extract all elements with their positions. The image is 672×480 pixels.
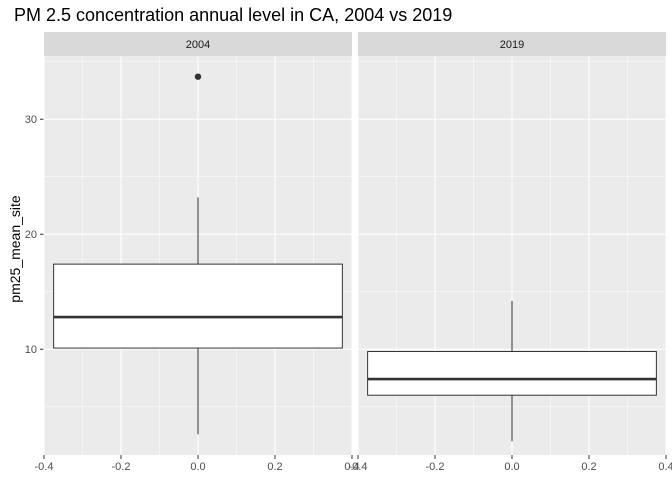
chart-title: PM 2.5 concentration annual level in CA,…: [14, 5, 452, 25]
facet-strip-label: 2019: [500, 39, 524, 51]
box-iqr: [53, 263, 343, 349]
facet-panel-2019: 2019 -0.4 -0.2 0.0 0.2 0.4: [349, 32, 672, 473]
y-tick-label: 30: [25, 114, 37, 126]
y-tick-label: 10: [25, 344, 37, 356]
x-tick-label: -0.2: [426, 461, 445, 473]
x-tick-label: 0.0: [504, 461, 519, 473]
x-tick-label: -0.2: [112, 461, 131, 473]
x-tick-label: 0.4: [658, 461, 672, 473]
facet-panel-2004: 2004 -0.4 -0.2 0.0 0.2 0.4: [35, 32, 360, 473]
facet-strip: [358, 32, 666, 56]
box-iqr: [367, 351, 657, 396]
x-tick-label: 0.2: [581, 461, 596, 473]
facet-strip-label: 2004: [186, 39, 210, 51]
outlier-point: [194, 73, 202, 80]
facet-panels: 10 20 30 2004 -0.4 -0.2 0.0 0.2 0.4 2019 -0.4 -0.2 0…: [25, 32, 672, 473]
x-tick-label: 0.2: [267, 461, 282, 473]
y-axis-title: pm25_mean_site: [7, 195, 23, 303]
x-tick-label: 0.4: [344, 461, 359, 473]
facet-strip: [44, 32, 352, 56]
x-tick-label: -0.4: [349, 461, 368, 473]
y-tick-label: 20: [25, 229, 37, 241]
x-tick-label: 0.0: [190, 461, 205, 473]
x-tick-label: -0.4: [35, 461, 54, 473]
